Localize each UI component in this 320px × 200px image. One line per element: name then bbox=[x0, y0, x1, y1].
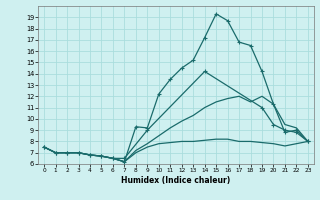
X-axis label: Humidex (Indice chaleur): Humidex (Indice chaleur) bbox=[121, 176, 231, 185]
